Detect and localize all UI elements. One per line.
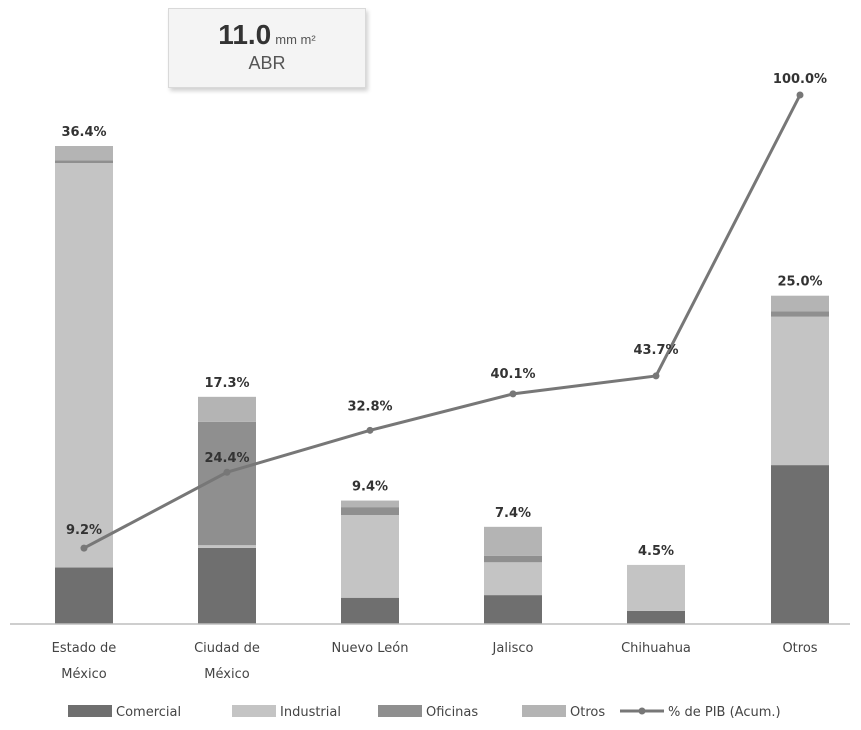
bar-total-label: 36.4% [61, 125, 106, 140]
bar-segment-comercial [55, 567, 113, 624]
x-tick-label: Estado de [52, 641, 117, 656]
legend-swatch-otros [522, 705, 566, 717]
bar-segment-otros [341, 500, 399, 508]
bar-segment-comercial [484, 595, 542, 624]
bar-total-label: 25.0% [777, 275, 822, 290]
bar-segment-industrial [627, 564, 685, 611]
line-point [509, 390, 517, 398]
legend-label: Industrial [280, 705, 341, 720]
bar-total-label: 7.4% [495, 506, 531, 521]
line-value-label: 100.0% [773, 72, 827, 87]
bar-segment-industrial [55, 163, 113, 568]
bar-segment-comercial [627, 610, 685, 624]
x-tick-label: Nuevo León [332, 641, 409, 656]
legend: Comercial Industrial Oficinas Otros % de PIB… [68, 705, 781, 720]
bar-segment-otros [771, 295, 829, 312]
bar-segment-industrial [484, 562, 542, 596]
legend-swatch-industrial [232, 705, 276, 717]
line-value-label: 32.8% [347, 399, 392, 414]
summary-badge: 11.0 mm m² ABR [168, 8, 366, 88]
line-point [80, 544, 88, 552]
bar-total-label: 4.5% [638, 544, 674, 559]
bar-total-label: 9.4% [352, 480, 388, 495]
line-point [223, 468, 231, 476]
bar-segment-comercial [341, 597, 399, 624]
legend-swatch-marker [638, 707, 646, 715]
legend-swatch-oficinas [378, 705, 422, 717]
bar-segment-comercial [771, 465, 829, 624]
bar-segment-otros [484, 526, 542, 556]
badge-value: 11.0 [218, 19, 272, 50]
line-value-label: 9.2% [66, 523, 102, 538]
line-value-label: 43.7% [633, 343, 678, 358]
legend-label: % de PIB (Acum.) [668, 705, 781, 720]
badge-unit: mm m² [275, 32, 316, 47]
x-tick-label: Ciudad de [194, 641, 260, 656]
bar-segment-industrial [198, 545, 256, 548]
legend-label: Oficinas [426, 705, 478, 720]
bar-segment-oficinas [484, 555, 542, 563]
badge-period: ABR [248, 53, 286, 73]
cumulative-line [83, 94, 802, 550]
bar-segment-oficinas [55, 160, 113, 164]
line-value-label: 40.1% [490, 367, 535, 382]
bar-segment-otros [198, 396, 256, 422]
legend-swatch-comercial [68, 705, 112, 717]
x-tick-label: Otros [782, 641, 817, 656]
legend-label: Otros [570, 705, 605, 720]
bar-segment-otros [55, 146, 113, 161]
bar-segment-industrial [341, 515, 399, 598]
bars-layer [55, 146, 829, 624]
labels-layer: 36.4% 17.3% 9.4% 7.4% 4.5% 25.0% [61, 125, 822, 559]
bar-segment-comercial [198, 547, 256, 624]
bar-segment-oficinas [341, 507, 399, 516]
line-point [796, 91, 804, 99]
x-tick-label: Jalisco [492, 641, 534, 656]
line-value-label: 24.4% [204, 451, 249, 466]
bar-segment-oficinas [771, 311, 829, 317]
x-tick-labels: Estado de México Ciudad de México Nuevo León… [52, 641, 818, 682]
x-tick-label: Chihuahua [621, 641, 691, 656]
bar-total-label: 17.3% [204, 376, 249, 391]
line-point [652, 372, 660, 380]
x-tick-label: México [204, 667, 249, 682]
bar-segment-industrial [771, 316, 829, 466]
line-point [366, 426, 374, 434]
legend-label: Comercial [116, 705, 181, 720]
x-tick-label: México [61, 667, 106, 682]
line-layer: 9.2% 24.4% 32.8% 40.1% 43.7% 100.0% [66, 72, 827, 552]
